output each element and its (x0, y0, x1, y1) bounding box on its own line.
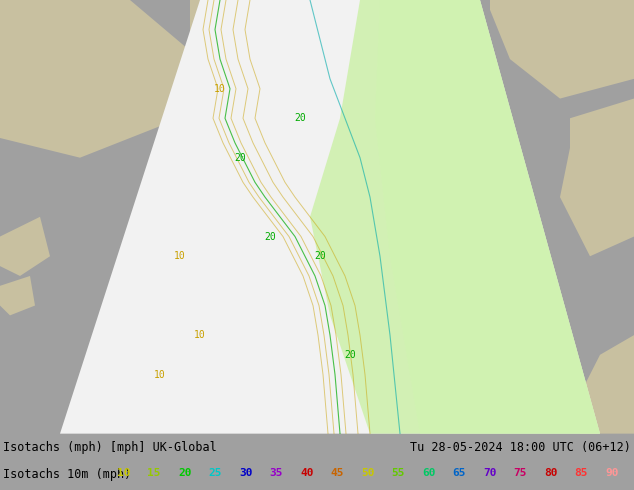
Text: 75: 75 (514, 468, 527, 478)
Text: 15: 15 (148, 468, 161, 478)
Text: Isotachs 10m (mph): Isotachs 10m (mph) (3, 468, 131, 481)
Text: 10: 10 (117, 468, 131, 478)
Polygon shape (190, 0, 420, 128)
Polygon shape (580, 335, 634, 434)
Text: 20: 20 (344, 350, 356, 360)
Polygon shape (0, 276, 35, 316)
Polygon shape (0, 0, 200, 158)
Text: 10: 10 (174, 251, 186, 261)
Text: 20: 20 (264, 232, 276, 242)
Text: 85: 85 (574, 468, 588, 478)
Text: 40: 40 (300, 468, 313, 478)
Text: 45: 45 (330, 468, 344, 478)
Text: Tu 28-05-2024 18:00 UTC (06+12): Tu 28-05-2024 18:00 UTC (06+12) (410, 441, 631, 454)
Text: 20: 20 (294, 113, 306, 123)
Text: 10: 10 (194, 330, 206, 340)
Polygon shape (310, 0, 600, 434)
Text: 70: 70 (483, 468, 496, 478)
Text: 90: 90 (605, 468, 619, 478)
Text: 10: 10 (214, 84, 226, 94)
Text: 20: 20 (234, 153, 246, 163)
Text: 65: 65 (453, 468, 466, 478)
Text: Isotachs (mph) [mph] UK-Global: Isotachs (mph) [mph] UK-Global (3, 441, 217, 454)
Polygon shape (375, 0, 600, 434)
Text: 80: 80 (544, 468, 557, 478)
Text: 20: 20 (178, 468, 191, 478)
Polygon shape (60, 0, 600, 434)
Text: 20: 20 (314, 251, 326, 261)
Polygon shape (490, 0, 634, 98)
Polygon shape (560, 98, 634, 256)
Text: 35: 35 (269, 468, 283, 478)
Text: 10: 10 (154, 369, 166, 380)
Text: 30: 30 (239, 468, 252, 478)
Polygon shape (0, 217, 50, 276)
Text: 55: 55 (392, 468, 405, 478)
Text: 50: 50 (361, 468, 375, 478)
Text: 60: 60 (422, 468, 436, 478)
Text: 25: 25 (209, 468, 222, 478)
